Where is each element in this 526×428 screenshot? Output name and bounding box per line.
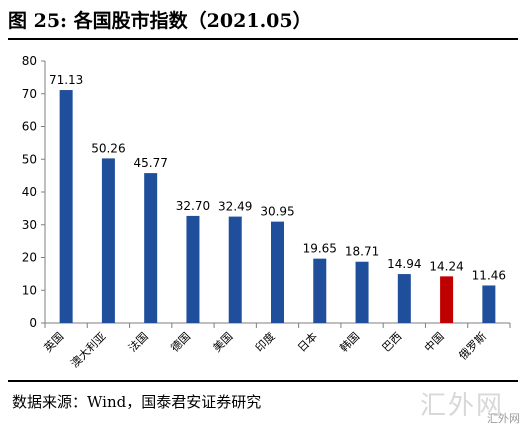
- title-rule: [8, 38, 518, 40]
- category-label: 俄罗斯: [456, 330, 489, 363]
- y-tick-label: 10: [22, 283, 37, 297]
- bar-value-label: 14.24: [429, 259, 463, 273]
- category-label: 美国: [211, 330, 236, 355]
- y-tick-label: 60: [22, 120, 37, 134]
- bar-value-label: 32.49: [218, 200, 252, 214]
- bar-value-label: 19.65: [303, 242, 337, 256]
- bar: [271, 221, 284, 323]
- y-tick-label: 50: [22, 152, 37, 166]
- category-label: 德国: [168, 329, 193, 354]
- bar-value-label: 18.71: [345, 245, 379, 259]
- category-label: 日本: [294, 329, 319, 354]
- figure-title: 图 25: 各国股市指数（2021.05）: [8, 10, 312, 32]
- bar: [397, 274, 411, 323]
- bar-value-label: 45.77: [134, 156, 168, 170]
- category-label: 印度: [252, 329, 277, 354]
- y-tick-label: 70: [22, 87, 37, 101]
- category-label: 澳大利亚: [68, 329, 109, 370]
- category-label: 英国: [41, 329, 66, 354]
- bar: [228, 216, 242, 323]
- bar: [186, 215, 200, 323]
- watermark-text: 汇外网: [420, 391, 505, 421]
- watermark-subtext: 汇外网: [487, 412, 520, 425]
- source-note: 数据来源：Wind，国泰君安证券研究: [12, 393, 262, 411]
- category-label: 韩国: [337, 329, 362, 354]
- y-tick-label: 30: [22, 218, 37, 232]
- bar: [482, 285, 496, 323]
- bar-value-label: 30.95: [260, 205, 294, 219]
- y-tick-label: 0: [29, 316, 37, 330]
- bar: [313, 258, 327, 323]
- source-rule: [8, 380, 518, 382]
- bar-value-label: 71.13: [49, 73, 83, 87]
- y-tick-label: 20: [22, 251, 37, 265]
- bar: [101, 158, 115, 323]
- bar-chart: 0 10 20 30 40 50 60 70 80 71.13 英国 50.26 澳大利亚 45.77 法…: [22, 54, 511, 370]
- bar-value-label: 11.46: [472, 268, 506, 282]
- category-label: 法国: [125, 329, 150, 354]
- bar-value-label: 50.26: [91, 141, 125, 155]
- category-label: 中国: [422, 330, 447, 355]
- y-tick-label: 80: [22, 54, 37, 68]
- y-tick-label: 40: [22, 185, 37, 199]
- bar: [355, 261, 369, 323]
- category-label: 巴西: [380, 330, 405, 355]
- bar: [144, 173, 158, 323]
- bar-value-label: 14.94: [387, 257, 421, 271]
- bar: [59, 90, 73, 323]
- bar-value-label: 32.70: [176, 199, 210, 213]
- watermark: 汇外网 汇外网: [420, 386, 524, 426]
- bar: [440, 276, 454, 323]
